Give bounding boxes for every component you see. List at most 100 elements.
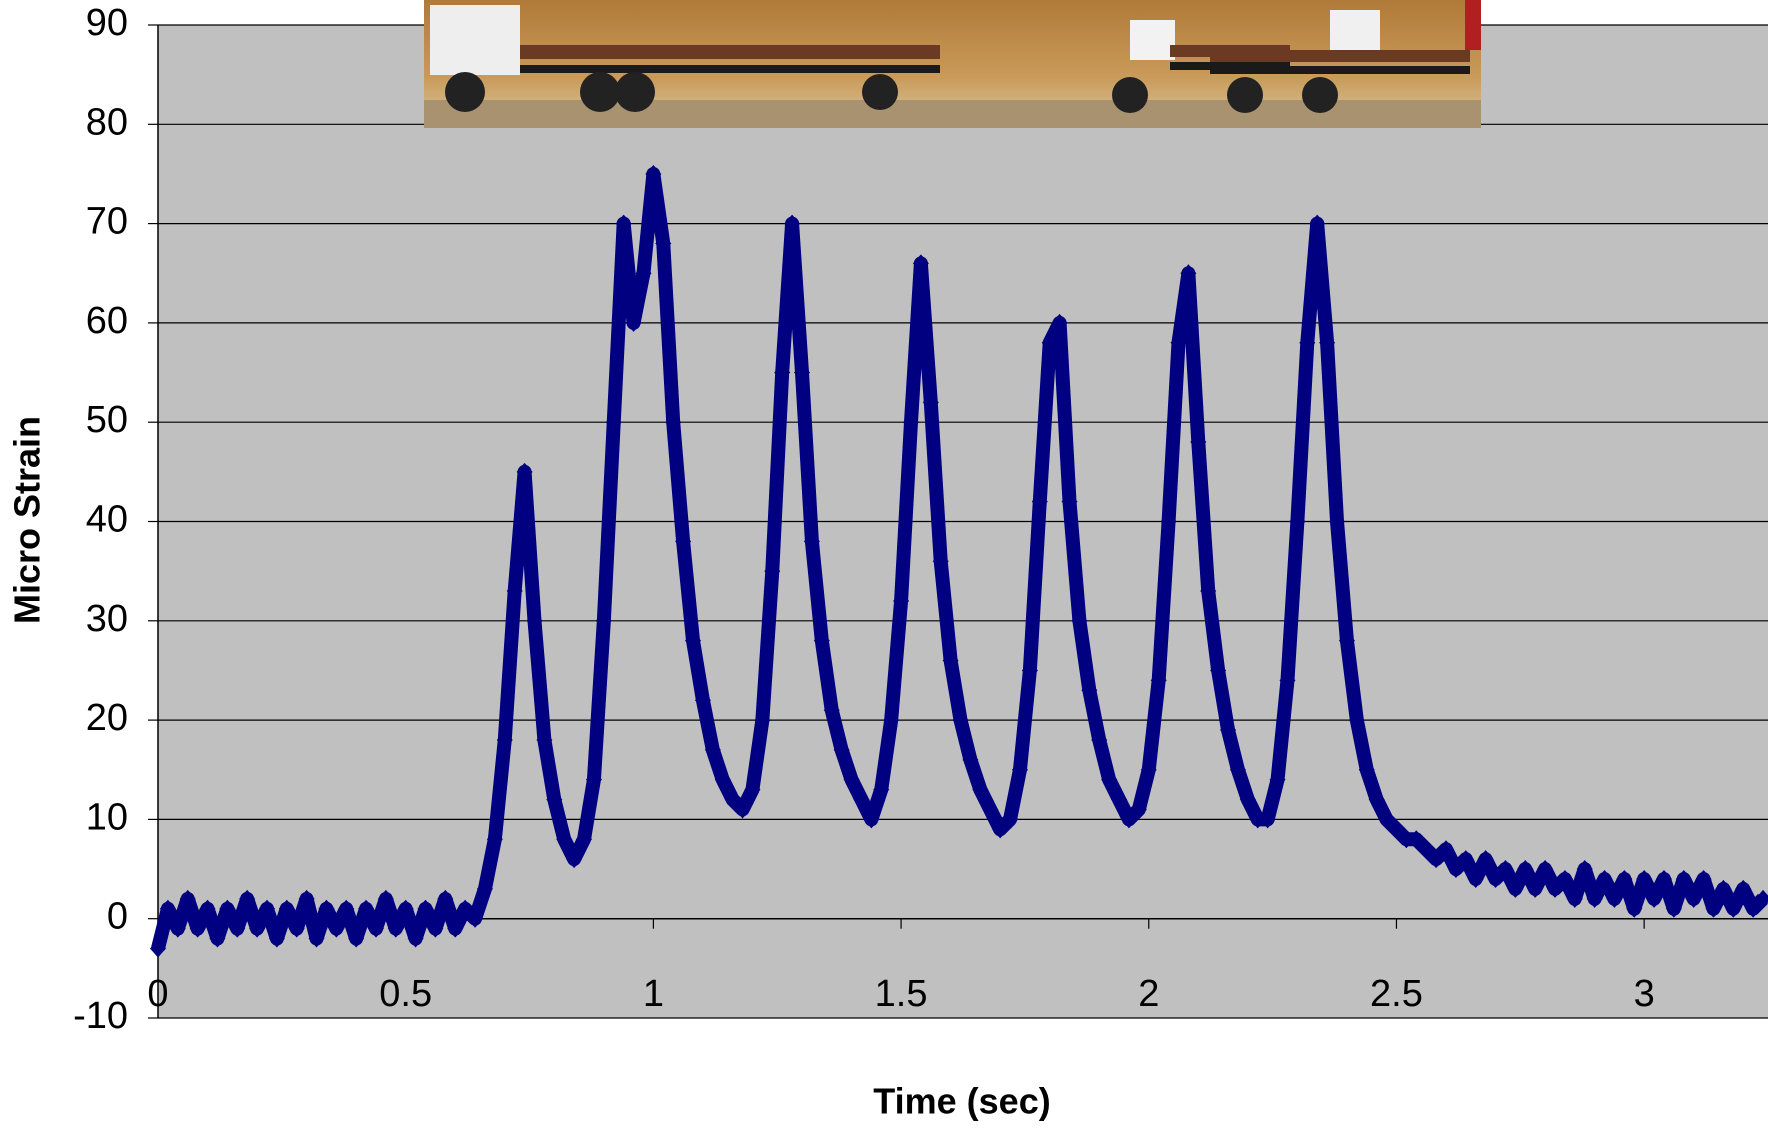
data-point [1338,631,1355,650]
data-point [932,552,949,571]
data-point [585,770,602,789]
data-point [239,889,256,908]
data-point [566,850,583,869]
data-point [1259,810,1276,829]
y-tick-label: 70 [86,201,128,243]
data-point [1061,492,1078,511]
series [150,164,1768,958]
y-tick-label: 10 [86,796,128,838]
data-point [1586,889,1603,908]
data-point [1031,492,1048,511]
data-point [605,413,622,432]
data-point [912,254,929,273]
y-tick-label: -10 [73,995,128,1037]
data-point [714,770,731,789]
data-point [249,919,266,938]
data-point [1111,790,1128,809]
data-point [813,631,830,650]
data-point [467,909,484,928]
data-point [1091,730,1108,749]
data-point [1140,760,1157,779]
data-point [328,919,345,938]
data-point [1101,770,1118,789]
data-point [1279,671,1296,690]
data-point [902,413,919,432]
data-point [318,899,335,918]
data-point [1715,879,1732,898]
data-point [1457,850,1474,869]
data-point [1319,333,1336,352]
x-tick-label: 2 [1138,973,1159,1015]
data-point [685,631,702,650]
data-point [863,810,880,829]
data-point [1239,790,1256,809]
data-point [1348,711,1365,730]
data-point [1190,433,1207,452]
data-point [1755,889,1768,908]
data-point [1477,850,1494,869]
data-point [496,730,513,749]
x-tick-label: 1.5 [875,973,928,1015]
data-point [417,899,434,918]
data-point [1200,582,1217,601]
data-point [734,800,751,819]
data-point [1606,889,1623,908]
data-point [1309,214,1326,233]
data-point [159,899,176,918]
data-point [883,711,900,730]
data-point [1071,611,1088,630]
data-point [833,740,850,759]
data-point [1289,512,1306,531]
data-point [1378,810,1395,829]
data-point [506,582,523,601]
data-point [1517,860,1534,879]
data-point [922,393,939,412]
data-point [1299,333,1316,352]
data-point [1487,869,1504,888]
data-point [853,790,870,809]
data-point [486,830,503,849]
data-point [635,264,652,283]
data-point [1705,899,1722,918]
data-point [199,899,216,918]
data-point [1447,860,1464,879]
data-point [982,800,999,819]
data-point [1685,889,1702,908]
data-point [229,919,246,938]
data-point [754,711,771,730]
data-point [794,363,810,382]
data-point [348,929,365,948]
data-point [150,939,166,958]
data-point [744,780,761,799]
data-point [1735,879,1752,898]
data-point [268,929,285,948]
data-point [962,750,979,769]
data-point [655,234,672,253]
data-point [803,532,820,551]
data-point [1646,889,1663,908]
data-point [1180,264,1197,283]
x-tick-label: 3 [1634,973,1655,1015]
data-point [516,462,533,481]
data-point [1051,313,1068,332]
data-point [1576,860,1593,879]
data-point [1428,850,1445,869]
data-point [1329,512,1346,531]
y-tick-label: 50 [86,399,128,441]
data-point [1566,889,1583,908]
data-point [278,899,295,918]
data-point [1616,869,1633,888]
data-point [1725,899,1742,918]
y-tick-label: 30 [86,598,128,640]
data-point [675,532,692,551]
x-tick-label: 0.5 [379,973,432,1015]
data-point [1438,840,1454,859]
data-point [1002,810,1019,829]
data-point [1081,681,1098,700]
data-point [1210,661,1227,680]
data-point [1467,869,1484,888]
data-point [645,164,662,183]
data-point [407,929,424,948]
